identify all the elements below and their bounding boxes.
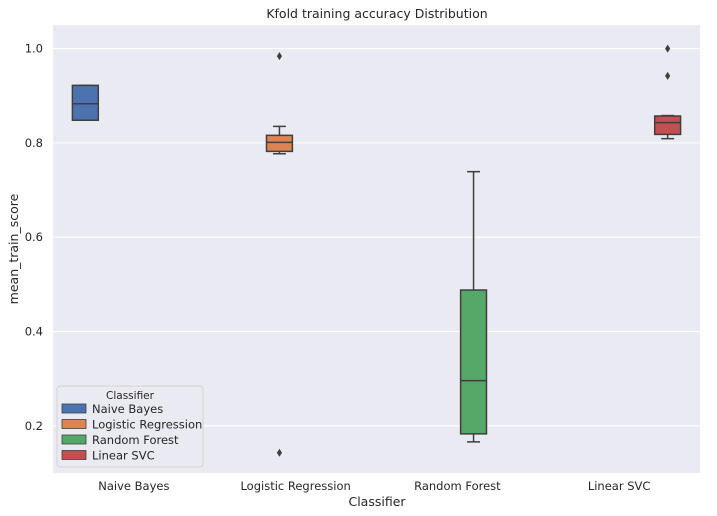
chart-title: Kfold training accuracy Distribution xyxy=(266,6,487,21)
y-tick-label: 0.8 xyxy=(25,136,43,150)
box-naive-bayes xyxy=(71,84,100,122)
outlier-point xyxy=(665,44,671,53)
y-tick-labels: 0.2 0.4 0.6 0.8 1.0 xyxy=(25,42,43,433)
legend-swatch xyxy=(61,434,87,445)
x-tick-label: Linear SVC xyxy=(588,479,651,493)
box-linear-svc xyxy=(653,44,682,140)
y-axis-label: mean_train_score xyxy=(6,193,21,304)
x-tick-label: Logistic Regression xyxy=(240,479,350,493)
legend: Classifier Naive Bayes Logistic Regressio… xyxy=(56,385,204,468)
outlier-point xyxy=(276,52,283,61)
legend-label: Linear SVC xyxy=(92,449,155,463)
legend-label: Logistic Regression xyxy=(92,418,202,432)
x-tick-label: Naive Bayes xyxy=(98,479,169,493)
y-tick-label: 0.6 xyxy=(25,230,43,244)
box-body xyxy=(265,134,294,153)
x-tick-labels: Naive Bayes Logistic Regression Random For… xyxy=(98,479,650,493)
boxes-layer xyxy=(71,44,682,457)
y-tick-label: 1.0 xyxy=(25,42,43,56)
box-random-forest xyxy=(459,170,488,443)
legend-swatch xyxy=(61,419,87,429)
outlier-point xyxy=(665,71,671,80)
x-axis-label: Classifier xyxy=(348,494,406,509)
box-logistic-regression xyxy=(265,52,294,457)
legend-title: Classifier xyxy=(106,390,155,402)
legend-swatch xyxy=(61,403,87,414)
legend-swatch xyxy=(61,450,87,460)
box-body xyxy=(653,115,682,136)
y-tick-label: 0.4 xyxy=(25,325,43,339)
legend-frame xyxy=(56,385,204,468)
box-body xyxy=(459,289,488,435)
legend-label: Random Forest xyxy=(92,433,179,447)
box-body xyxy=(71,84,100,122)
legend-label: Naive Bayes xyxy=(92,402,163,416)
outlier-point xyxy=(276,448,283,457)
x-tick-label: Random Forest xyxy=(414,479,501,493)
y-tick-label: 0.2 xyxy=(25,419,43,433)
